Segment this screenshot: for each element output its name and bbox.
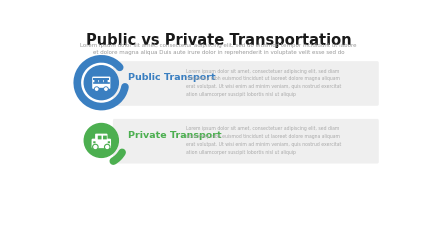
Text: Public Transport: Public Transport: [128, 73, 215, 82]
Text: Lorem ipsum dolor sit amet, consectetuer adipiscing elit, sed diam
nonummy nibh : Lorem ipsum dolor sit amet, consectetuer…: [186, 126, 341, 155]
Circle shape: [95, 88, 98, 90]
FancyBboxPatch shape: [92, 77, 110, 89]
FancyBboxPatch shape: [113, 61, 379, 106]
Circle shape: [105, 144, 110, 150]
FancyBboxPatch shape: [104, 80, 108, 83]
Circle shape: [104, 87, 108, 91]
Circle shape: [105, 88, 107, 90]
FancyBboxPatch shape: [93, 78, 109, 80]
FancyBboxPatch shape: [113, 119, 379, 163]
Circle shape: [93, 144, 98, 150]
FancyBboxPatch shape: [98, 136, 101, 139]
Circle shape: [106, 145, 109, 148]
Text: Private Transport: Private Transport: [128, 131, 221, 140]
FancyBboxPatch shape: [108, 141, 110, 143]
FancyBboxPatch shape: [95, 134, 107, 141]
Circle shape: [84, 124, 118, 157]
Text: Lorem ipsum dolor sit amet, consectetuer adipiscing elit, sed diam
nonummy nibh : Lorem ipsum dolor sit amet, consectetuer…: [186, 68, 341, 97]
Text: Lorem ipsum dolor sit amet, consectetur adipiscing elit, sed do eiusmod tempor i: Lorem ipsum dolor sit amet, consectetur …: [80, 43, 357, 55]
Text: Public vs Private Transportation: Public vs Private Transportation: [86, 33, 351, 48]
FancyBboxPatch shape: [93, 141, 95, 143]
FancyBboxPatch shape: [99, 80, 103, 83]
Circle shape: [95, 87, 99, 91]
Circle shape: [94, 145, 97, 148]
Circle shape: [84, 66, 118, 100]
FancyBboxPatch shape: [95, 80, 98, 83]
FancyBboxPatch shape: [92, 139, 111, 148]
FancyBboxPatch shape: [103, 136, 107, 139]
